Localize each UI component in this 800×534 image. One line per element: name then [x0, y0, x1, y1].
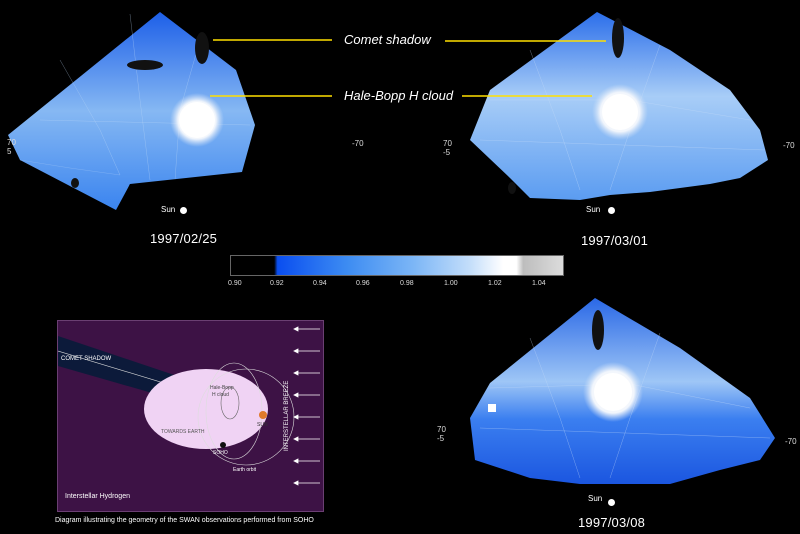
diagram-h-cloud-label: H cloud	[212, 392, 229, 398]
colorbar-tick: 1.02	[488, 280, 502, 287]
annotation-lines	[210, 39, 606, 97]
colorbar-tick: 1.00	[444, 280, 458, 287]
diagram-sun-label: SUN	[257, 422, 268, 428]
map-3-left-edge: 70 -5	[437, 425, 446, 443]
map-2-right-edge: -70	[783, 141, 795, 150]
comet-shadow-label: Comet shadow	[344, 32, 431, 47]
sky-map-1-field	[8, 12, 255, 210]
map-2-sun-marker	[608, 207, 615, 214]
colorbar-tick: 0.94	[313, 280, 327, 287]
sky-map-1	[8, 12, 255, 215]
diagram-interstellar-breeze-label: INTERSTELLAR BREEZE	[284, 380, 290, 451]
diagram-interstellar-hydrogen-label: Interstellar Hydrogen	[65, 493, 130, 500]
diagram-soho-label: SOHO	[213, 450, 228, 456]
map-3-right-edge: -70	[785, 437, 797, 446]
diagram-orbit-inner	[205, 362, 263, 460]
colorbar-tick: 0.98	[400, 280, 414, 287]
map-1-sun-label: Sun	[161, 205, 176, 214]
map-1-sun-marker	[180, 207, 187, 214]
colorbar-tick: 1.04	[532, 280, 546, 287]
diagram-hale-bopp-label: Hale-Bopp	[210, 385, 234, 391]
map-2-sun-label: Sun	[586, 205, 601, 214]
diagram-caption: Diagram illustrating the geometry of the…	[55, 517, 314, 524]
colorbar-tick: 0.92	[270, 280, 284, 287]
map-1-left-edge: 70 5	[7, 138, 16, 156]
map-1-date: 1997/02/25	[150, 231, 218, 246]
map-3-sun-label: Sun	[588, 494, 603, 503]
map-2-date: 1997/03/01	[581, 233, 649, 248]
diagram-towards-earth-label: TOWARDS EARTH	[161, 429, 205, 435]
geometry-diagram: COMET SHADOW Hale-Bopp H cloud TOWARDS E…	[57, 320, 324, 512]
sky-map-2-comet-shadow	[612, 18, 624, 58]
sky-map-2	[470, 12, 768, 200]
sky-map-1-mask	[116, 172, 242, 215]
h-cloud-label: Hale-Bopp H cloud	[344, 88, 454, 103]
diagram-sun-dot	[259, 411, 267, 419]
diagram-comet-shadow-label: COMET SHADOW	[61, 356, 112, 362]
map-1-right-edge: -70	[352, 139, 364, 148]
colorbar-tick: 0.96	[356, 280, 370, 287]
colorbar	[230, 255, 564, 276]
diagram-earth-orbit-label: Earth orbit	[233, 467, 257, 473]
sky-map-3-comet-shadow	[592, 310, 604, 350]
diagram-soho-dot	[220, 442, 226, 448]
colorbar-tick: 0.90	[228, 280, 242, 287]
map-3-sun-marker	[608, 499, 615, 506]
sky-map-3	[470, 298, 775, 484]
map-2-left-edge: 70 -5	[443, 139, 452, 157]
map-3-date: 1997/03/08	[578, 515, 646, 530]
sky-map-1-comet-shadow	[195, 32, 209, 64]
